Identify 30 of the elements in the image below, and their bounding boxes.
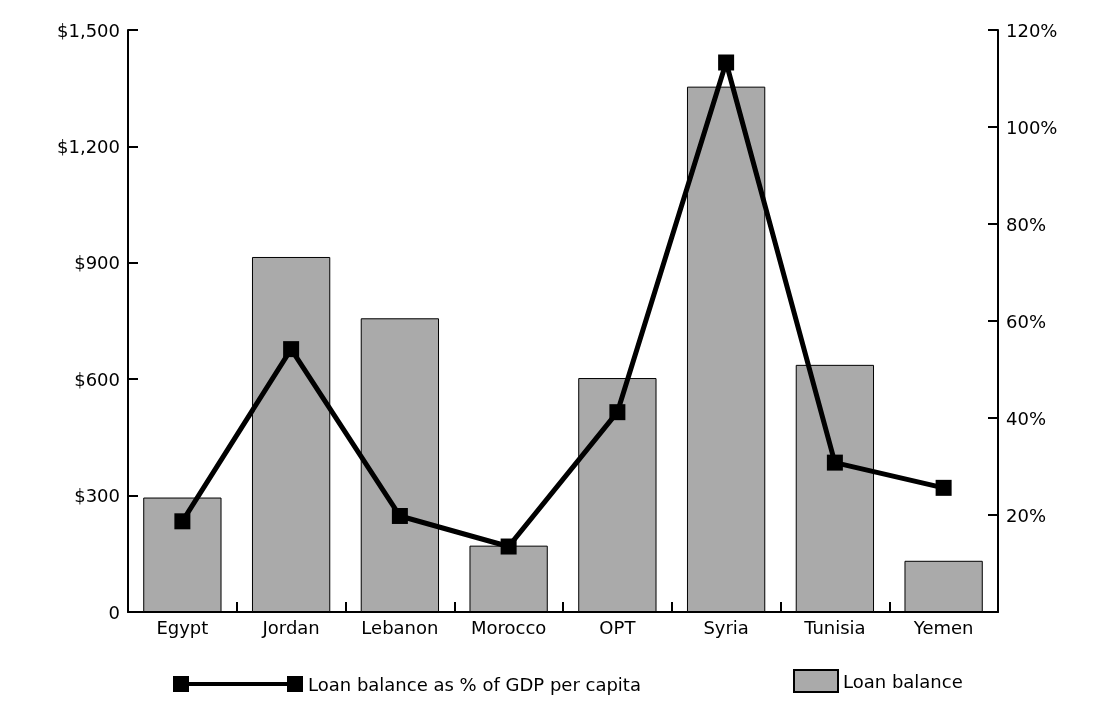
y2-tick-label: 120% bbox=[1006, 19, 1058, 41]
point bbox=[826, 454, 843, 471]
y-tick-label: 0 bbox=[108, 601, 120, 623]
y-tick-label: $900 bbox=[74, 252, 120, 274]
x-tick-label: Syria bbox=[703, 616, 749, 638]
x-tick-label: Lebanon bbox=[361, 616, 439, 638]
x-tick-label: Tunisia bbox=[803, 616, 866, 638]
y-tick-label: $300 bbox=[74, 485, 120, 507]
y-tick-label: $600 bbox=[74, 368, 120, 390]
y2-tick-label: 100% bbox=[1006, 116, 1058, 138]
x-tick-label: Yemen bbox=[912, 616, 974, 638]
y2-tick-label: 40% bbox=[1006, 407, 1047, 429]
x-tick-label: Jordan bbox=[261, 616, 320, 638]
y2-tick-label: 60% bbox=[1006, 310, 1047, 332]
y-tick-label: $1,500 bbox=[57, 19, 120, 41]
y2-tick-label: 80% bbox=[1006, 213, 1047, 235]
legend-label: Loan balance as % of GDP per capita bbox=[308, 673, 641, 695]
point bbox=[935, 479, 952, 496]
y-tick-label: $1,200 bbox=[57, 135, 120, 157]
point bbox=[174, 513, 191, 530]
x-tick-label: Egypt bbox=[156, 616, 209, 638]
point bbox=[609, 404, 626, 421]
point bbox=[718, 54, 735, 71]
point bbox=[500, 538, 517, 555]
x-tick-label: OPT bbox=[599, 616, 637, 638]
y2-tick-label: 20% bbox=[1006, 504, 1047, 526]
point bbox=[283, 341, 300, 358]
legend-label: Loan balance bbox=[843, 670, 963, 692]
x-tick-label: Morocco bbox=[470, 616, 547, 638]
point bbox=[391, 507, 408, 524]
